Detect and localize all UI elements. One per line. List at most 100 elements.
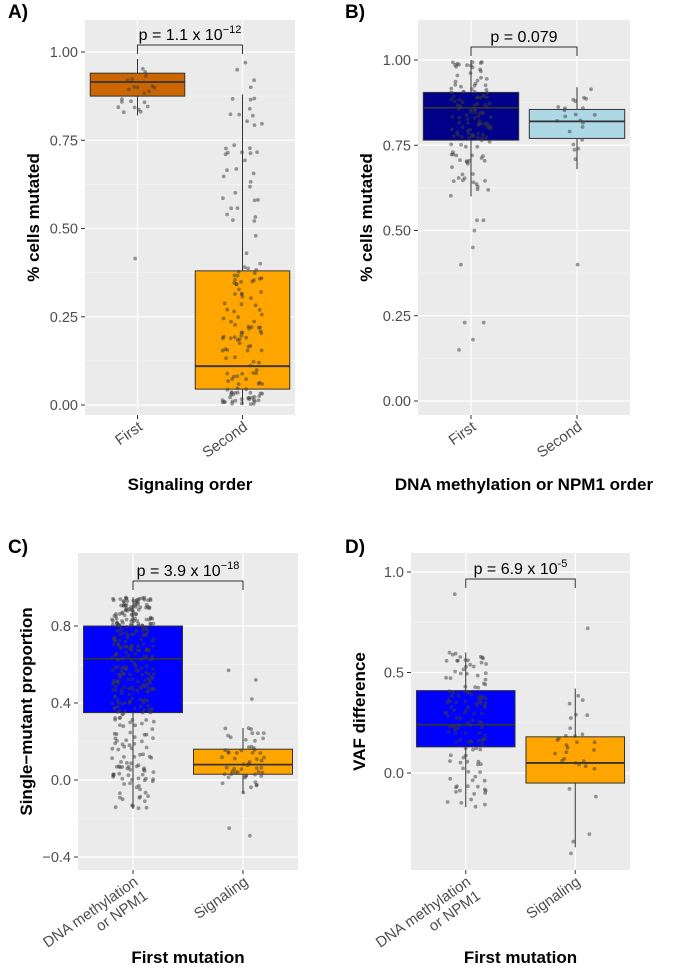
data-point — [248, 180, 253, 184]
data-point — [121, 656, 125, 661]
data-point — [465, 671, 469, 676]
data-point — [145, 647, 150, 652]
data-point — [247, 760, 252, 764]
data-point — [469, 110, 474, 114]
data-point — [128, 767, 133, 772]
data-point — [581, 759, 586, 764]
data-point — [223, 152, 228, 157]
data-point — [131, 804, 135, 808]
data-point — [479, 660, 484, 665]
data-point — [129, 99, 133, 104]
data-point — [445, 800, 450, 804]
data-point — [233, 355, 237, 360]
data-point — [589, 87, 593, 92]
data-point — [253, 303, 258, 308]
data-point — [149, 674, 154, 679]
data-point — [232, 309, 236, 314]
data-point — [117, 628, 122, 633]
data-point — [468, 662, 473, 667]
outlier-point — [226, 668, 231, 673]
data-point — [128, 730, 133, 735]
data-point — [580, 732, 585, 737]
data-point — [144, 654, 149, 659]
data-point — [484, 88, 489, 92]
data-point — [259, 774, 264, 778]
data-point — [463, 658, 468, 662]
panel-label: C) — [8, 537, 28, 558]
box-1 — [89, 59, 186, 261]
data-point — [573, 734, 577, 738]
data-point — [253, 780, 258, 784]
data-point — [456, 132, 460, 137]
outlier-point — [575, 262, 580, 267]
data-point — [230, 399, 235, 404]
data-point — [447, 650, 452, 655]
data-point — [250, 113, 255, 118]
data-point — [134, 785, 139, 790]
data-point — [251, 359, 256, 364]
data-point — [128, 622, 133, 627]
data-point — [116, 665, 120, 669]
data-point — [476, 784, 480, 789]
outlier-point — [475, 218, 479, 223]
data-point — [446, 713, 450, 718]
data-point — [573, 761, 578, 765]
data-point — [140, 710, 145, 715]
data-point — [465, 117, 470, 122]
data-point — [455, 726, 460, 731]
data-point — [141, 642, 146, 647]
data-point — [132, 741, 137, 746]
data-point — [464, 113, 469, 117]
data-point — [487, 101, 492, 106]
data-point — [458, 671, 463, 676]
data-point — [128, 672, 133, 677]
data-point — [111, 678, 116, 683]
data-point — [486, 188, 491, 192]
data-point — [483, 671, 488, 676]
data-point — [116, 701, 121, 705]
data-point — [142, 684, 147, 689]
data-point — [148, 681, 153, 685]
significance-bracket — [137, 44, 243, 54]
data-point — [223, 726, 228, 731]
x-axis-title: First mutation — [131, 948, 244, 967]
data-point — [483, 103, 488, 107]
data-point — [147, 89, 151, 94]
data-point — [251, 171, 256, 176]
p-value-annotation: p = 3.9 x 10−18 — [137, 560, 240, 580]
data-point — [232, 273, 237, 278]
data-point — [462, 710, 467, 715]
data-point — [230, 769, 235, 774]
data-point — [261, 736, 265, 741]
data-point — [453, 83, 458, 87]
data-point — [468, 739, 473, 743]
data-point — [134, 669, 139, 673]
outlier-point — [481, 320, 486, 325]
data-point — [127, 743, 132, 748]
data-point — [450, 652, 455, 657]
data-point — [448, 753, 453, 758]
data-point — [473, 774, 478, 779]
data-point — [470, 87, 474, 91]
data-point — [130, 608, 135, 613]
data-point — [136, 623, 141, 628]
data-point — [113, 687, 118, 692]
data-point — [472, 115, 477, 120]
data-point — [146, 707, 151, 712]
data-point — [129, 761, 134, 766]
data-point — [465, 759, 470, 764]
x-tick-label: First — [112, 418, 146, 449]
data-point — [233, 190, 238, 195]
data-point — [580, 125, 585, 129]
data-point — [448, 193, 453, 198]
data-point — [121, 110, 126, 115]
data-point — [449, 142, 454, 147]
data-point — [135, 619, 140, 623]
data-point — [250, 395, 255, 400]
data-point — [466, 705, 470, 709]
data-point — [220, 400, 225, 405]
data-point — [479, 156, 484, 160]
data-point — [224, 765, 229, 770]
data-point — [115, 657, 120, 662]
